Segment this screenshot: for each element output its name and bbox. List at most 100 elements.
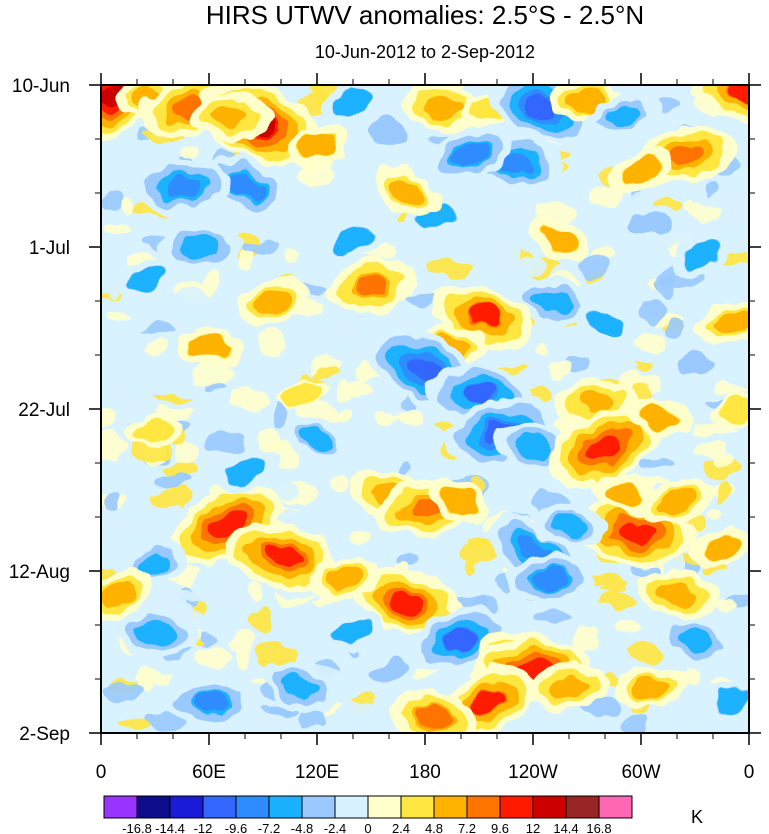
contour-level bbox=[567, 89, 607, 112]
colorbar-label: 2.4 bbox=[392, 821, 410, 834]
contour-level bbox=[465, 304, 500, 329]
contour-level bbox=[515, 535, 551, 560]
x-tick-label: 60E bbox=[192, 762, 226, 783]
contour-level bbox=[210, 512, 244, 537]
texture-patch bbox=[639, 333, 668, 352]
texture-patch bbox=[237, 221, 279, 234]
texture-patch bbox=[202, 431, 244, 454]
y-tick-label: 1-Jul bbox=[29, 238, 70, 259]
x-tick-label: 0 bbox=[96, 762, 107, 783]
texture-patch bbox=[101, 407, 114, 431]
contour-level bbox=[658, 583, 696, 606]
texture-patch bbox=[109, 391, 145, 411]
texture-patch bbox=[258, 329, 287, 356]
contour-level bbox=[281, 674, 317, 700]
texture-patch bbox=[282, 508, 298, 529]
contour-level bbox=[324, 567, 364, 590]
colorbar-swatch bbox=[202, 795, 237, 819]
anomaly-blob bbox=[307, 557, 381, 600]
contour-level bbox=[622, 156, 660, 184]
anomaly-blob bbox=[613, 665, 687, 708]
texture-patch bbox=[641, 300, 664, 326]
texture-patch bbox=[580, 253, 611, 279]
texture-patch bbox=[708, 505, 725, 520]
contour-level bbox=[136, 551, 174, 575]
contour-level bbox=[674, 351, 716, 375]
contour-level bbox=[389, 179, 425, 207]
y-axis: 10-Jun 1-Jul 22-Jul 12-Aug 2-Sep bbox=[9, 76, 761, 745]
contour-level bbox=[586, 311, 624, 337]
x-tick-label: 0 bbox=[744, 762, 755, 783]
texture-patch bbox=[239, 242, 280, 253]
contour-level bbox=[424, 97, 462, 120]
colorbar-swatch bbox=[268, 795, 303, 819]
contour-level bbox=[442, 487, 480, 516]
texture-patch bbox=[249, 609, 272, 632]
colorbar-label: -7.2 bbox=[258, 821, 280, 834]
contour-level bbox=[667, 143, 705, 165]
texture-patch bbox=[349, 530, 371, 546]
contour-level bbox=[588, 435, 622, 460]
texture-patch bbox=[429, 261, 472, 277]
contour-level bbox=[298, 133, 336, 160]
anomaly-blob bbox=[214, 449, 276, 493]
texture-patch bbox=[543, 362, 574, 376]
anomaly-blob bbox=[694, 302, 749, 346]
anomaly-blob bbox=[190, 92, 272, 139]
texture-patch bbox=[178, 146, 199, 156]
colorbar-label: -4.8 bbox=[291, 821, 313, 834]
contour-level bbox=[540, 227, 580, 252]
texture-patch bbox=[714, 479, 729, 503]
texture-patch bbox=[623, 361, 639, 373]
texture-patch bbox=[692, 442, 726, 458]
texture-patch bbox=[640, 462, 678, 471]
contour-level bbox=[226, 457, 264, 484]
texture-patch bbox=[231, 630, 254, 656]
contour-level bbox=[550, 675, 588, 698]
x-tick-label: 180 bbox=[409, 762, 441, 783]
texture-patch bbox=[114, 719, 151, 728]
texture-patch bbox=[346, 377, 371, 400]
colorbar-swatch bbox=[532, 795, 567, 819]
contour-level bbox=[263, 545, 299, 567]
texture-patch bbox=[130, 517, 163, 537]
texture-patch bbox=[174, 441, 200, 466]
texture-patch bbox=[534, 346, 548, 357]
texture-patch bbox=[588, 183, 623, 209]
contour-level bbox=[639, 405, 679, 429]
anomaly-blob bbox=[320, 613, 386, 652]
texture-patch bbox=[179, 590, 218, 601]
anomaly-blob bbox=[626, 397, 692, 436]
x-tick-label: 120W bbox=[508, 762, 558, 783]
contour-level bbox=[619, 522, 655, 543]
texture-patch bbox=[704, 179, 717, 195]
contour-level bbox=[333, 227, 373, 252]
texture-patch bbox=[190, 362, 235, 387]
anomaly-blob bbox=[621, 207, 679, 241]
contour-level bbox=[278, 379, 320, 408]
plot-area bbox=[100, 84, 750, 734]
colorbar-swatch bbox=[565, 795, 600, 819]
texture-patch bbox=[102, 513, 136, 530]
texture-patch bbox=[249, 581, 263, 603]
texture-patch bbox=[195, 645, 231, 669]
contour-level bbox=[514, 435, 552, 460]
anomaly-blob bbox=[426, 127, 514, 182]
texture-patch bbox=[657, 276, 678, 299]
colorbar-label: -14.4 bbox=[155, 821, 185, 834]
texture-patch bbox=[309, 85, 327, 101]
anomaly-blob bbox=[711, 391, 749, 427]
texture-patch bbox=[652, 96, 681, 113]
contour-level bbox=[333, 621, 373, 645]
contour-level bbox=[719, 396, 749, 422]
colorbar-swatch bbox=[433, 795, 468, 819]
colorbar-label: 7.2 bbox=[458, 821, 476, 834]
anomaly-blob bbox=[641, 479, 713, 525]
contour-level bbox=[368, 119, 410, 144]
contour-level bbox=[604, 103, 642, 129]
texture-patch bbox=[628, 644, 664, 662]
texture-patch bbox=[462, 556, 475, 577]
texture-patch bbox=[336, 408, 352, 419]
colorbar-swatch bbox=[301, 795, 336, 819]
colorbar-label: -9.6 bbox=[225, 821, 247, 834]
